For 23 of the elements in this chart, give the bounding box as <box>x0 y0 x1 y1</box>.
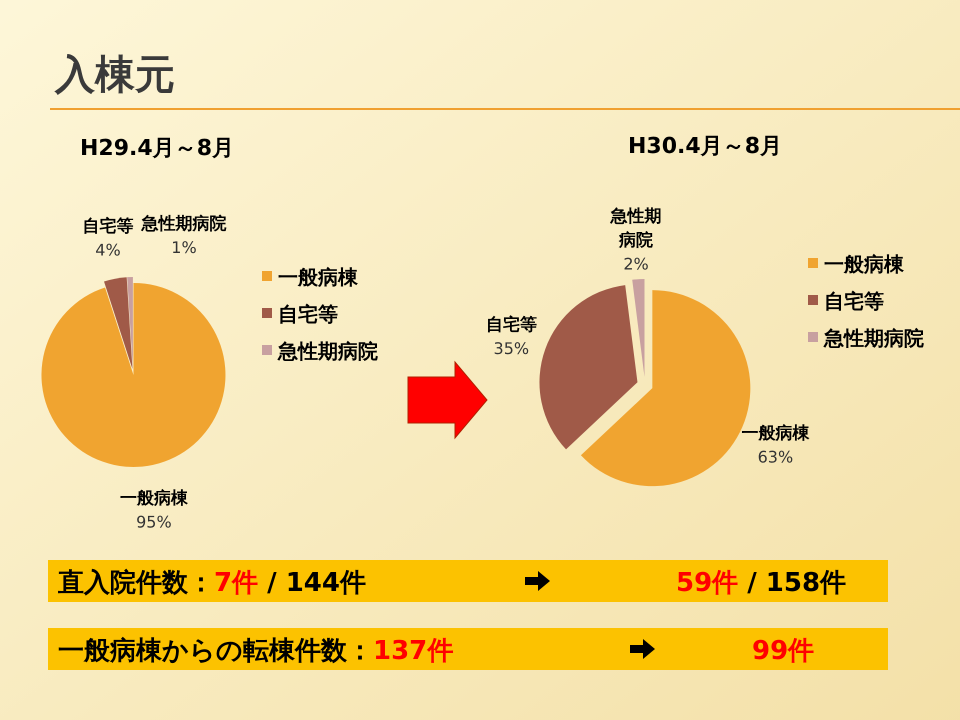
slice-label: 自宅等 <box>82 216 134 236</box>
slice-label: 一般病棟 <box>120 488 189 508</box>
legend-label: 一般病棟 <box>278 265 359 289</box>
chart-title: H29.4月～8月 <box>80 136 234 161</box>
data-label: 35% <box>494 339 530 358</box>
slice-label: 急性期病院 <box>140 214 227 234</box>
annotation: 直入院件数：7件 / 144件 <box>58 568 366 598</box>
text: 入棟元 <box>54 52 175 98</box>
data-label: 2% <box>623 254 649 274</box>
annotation: 99件 <box>752 636 814 666</box>
legend-label: 自宅等 <box>824 289 884 313</box>
slice-label: 自宅等 <box>486 315 537 336</box>
annotation: 一般病棟からの転棟件数：137件 <box>58 636 454 666</box>
annotation: 59件 / 158件 <box>676 568 846 598</box>
data-label: 1% <box>171 238 197 258</box>
slice-label: 急性期病院 <box>610 206 662 250</box>
legend-label: 一般病棟 <box>824 252 905 276</box>
chart-title: H30.4月～8月 <box>628 134 782 159</box>
data-label: 63% <box>758 447 794 466</box>
data-label: 4% <box>95 240 121 260</box>
legend-label: 自宅等 <box>278 302 338 326</box>
data-label: 95% <box>136 512 172 532</box>
slice-label: 一般病棟 <box>741 423 810 444</box>
